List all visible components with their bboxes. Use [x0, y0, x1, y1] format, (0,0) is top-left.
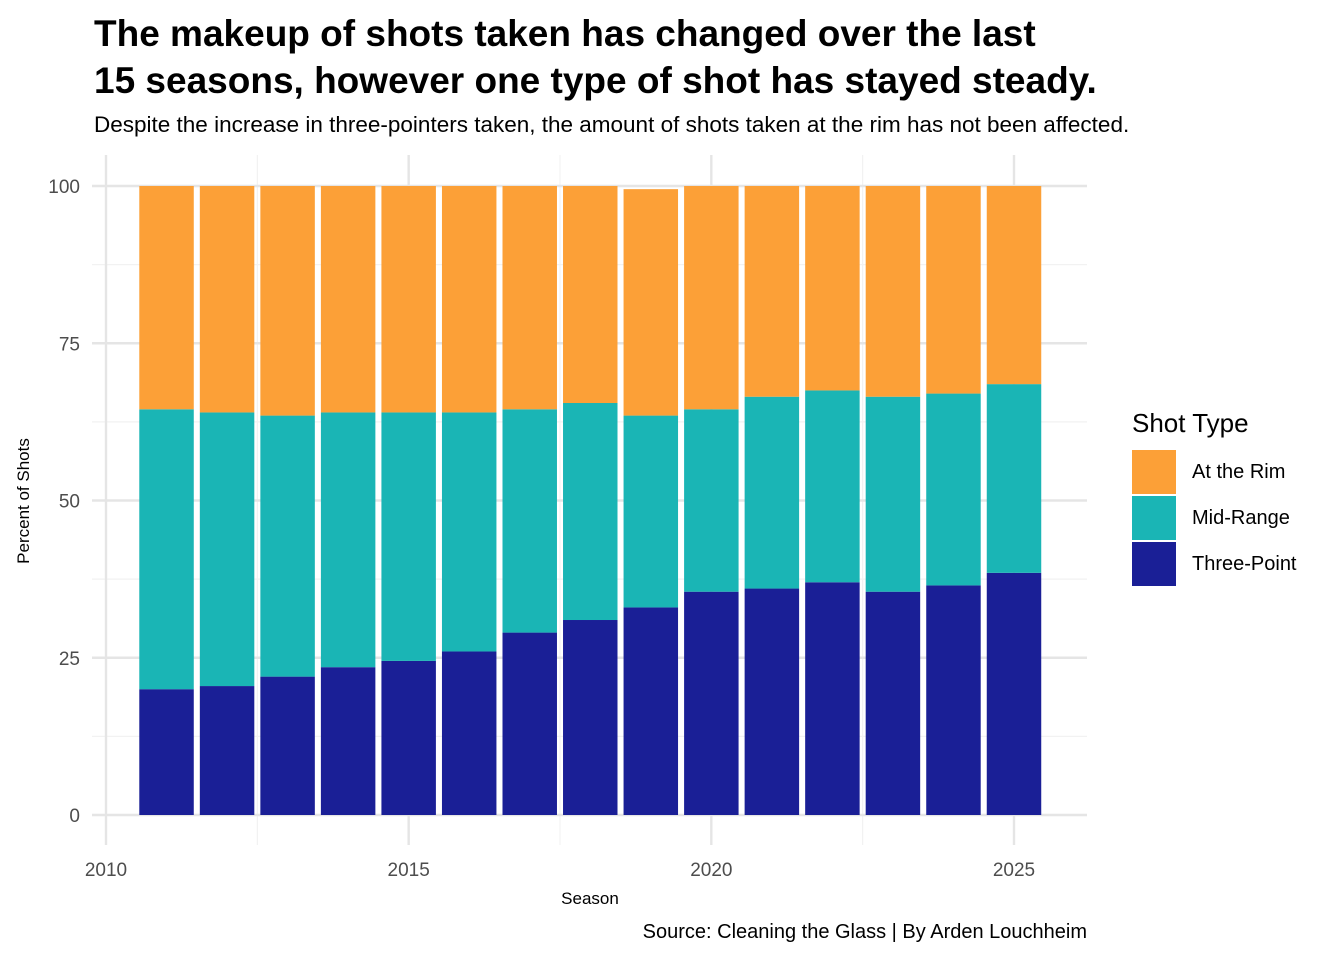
- bar-segment-at-the-rim: [199, 186, 255, 413]
- bar-segment-at-the-rim: [441, 186, 497, 413]
- bar-segment-at-the-rim: [320, 186, 376, 413]
- bar-segment-at-the-rim: [502, 186, 557, 410]
- legend-label: Mid-Range: [1192, 506, 1290, 529]
- bar-segment-mid-range: [744, 396, 800, 589]
- chart-subtitle: Despite the increase in three-pointers t…: [94, 112, 1130, 137]
- y-tick-label: 100: [48, 177, 80, 198]
- x-axis-ticks: 2010 2015 2020 2025: [85, 860, 1035, 881]
- bar-segment-at-the-rim: [744, 186, 800, 397]
- x-tick-label: 2015: [388, 860, 430, 881]
- bar-segment-mid-range: [139, 409, 194, 690]
- legend-key: [1132, 450, 1176, 494]
- legend-title: Shot Type: [1132, 408, 1249, 438]
- bar-segment-at-the-rim: [865, 186, 921, 397]
- y-axis-label: Percent of Shots: [14, 438, 33, 564]
- bar-segment-three-point: [986, 572, 1042, 815]
- bar-segment-mid-range: [502, 409, 557, 633]
- legend-item: At the Rim: [1132, 449, 1297, 495]
- x-tick-label: 2010: [85, 860, 127, 881]
- chart-title-line-1: The makeup of shots taken has changed ov…: [94, 13, 1036, 54]
- bar-segment-mid-range: [381, 412, 436, 661]
- legend: Shot Type At the Rim Mid-Range Three-Point: [1132, 408, 1297, 587]
- y-axis-ticks: 0 25 50 75 100: [48, 177, 80, 827]
- bar-segment-mid-range: [926, 393, 981, 586]
- x-tick-label: 2020: [690, 860, 732, 881]
- bar-segment-at-the-rim: [805, 186, 860, 391]
- bar-segment-mid-range: [684, 409, 739, 592]
- bar-segment-at-the-rim: [563, 186, 618, 404]
- bar-segment-mid-range: [563, 403, 618, 621]
- x-axis-label: Season: [561, 889, 619, 908]
- bar-segment-three-point: [199, 686, 255, 815]
- bar-segment-three-point: [441, 651, 497, 815]
- bar-segment-at-the-rim: [926, 186, 981, 394]
- y-tick-label: 0: [69, 806, 80, 827]
- source-caption: Source: Cleaning the Glass | By Arden Lo…: [642, 921, 1087, 943]
- legend-items: At the Rim Mid-Range Three-Point: [1132, 449, 1297, 587]
- bars: [139, 186, 1042, 815]
- bar-segment-mid-range: [805, 390, 860, 583]
- bar-segment-mid-range: [320, 412, 376, 668]
- bar-segment-three-point: [684, 591, 739, 815]
- bar-segment-three-point: [381, 660, 436, 815]
- legend-label: At the Rim: [1192, 460, 1286, 483]
- bar-segment-three-point: [320, 667, 376, 815]
- bar-segment-mid-range: [623, 415, 679, 608]
- bar-segment-mid-range: [986, 384, 1042, 573]
- bar-segment-mid-range: [260, 415, 315, 677]
- y-tick-label: 25: [59, 649, 80, 670]
- bar-segment-at-the-rim: [684, 186, 739, 410]
- y-tick-label: 75: [59, 334, 80, 355]
- bar-segment-three-point: [260, 676, 315, 815]
- bar-segment-mid-range: [199, 412, 255, 687]
- bar-segment-at-the-rim: [139, 186, 194, 410]
- y-tick-label: 50: [59, 492, 80, 513]
- bar-segment-three-point: [865, 591, 921, 815]
- bar-segment-mid-range: [865, 396, 921, 592]
- bar-segment-at-the-rim: [381, 186, 436, 413]
- bar-segment-three-point: [926, 585, 981, 815]
- bar-segment-at-the-rim: [623, 189, 679, 416]
- chart-title-line-2: 15 seasons, however one type of shot has…: [94, 60, 1097, 101]
- chart-title: The makeup of shots taken has changed ov…: [94, 10, 1334, 104]
- bar-segment-mid-range: [441, 412, 497, 652]
- legend-key: [1132, 542, 1176, 586]
- bar-segment-three-point: [623, 607, 679, 815]
- bar-segment-three-point: [805, 582, 860, 815]
- x-tick-label: 2025: [993, 860, 1035, 881]
- bar-segment-at-the-rim: [260, 186, 315, 416]
- bar-segment-three-point: [563, 620, 618, 815]
- legend-key: [1132, 496, 1176, 540]
- bar-segment-three-point: [139, 689, 194, 815]
- bar-segment-three-point: [744, 588, 800, 815]
- legend-label: Three-Point: [1192, 552, 1297, 575]
- bar-segment-at-the-rim: [986, 186, 1042, 385]
- bar-segment-three-point: [502, 632, 557, 815]
- legend-item: Three-Point: [1132, 541, 1297, 587]
- legend-item: Mid-Range: [1132, 495, 1297, 541]
